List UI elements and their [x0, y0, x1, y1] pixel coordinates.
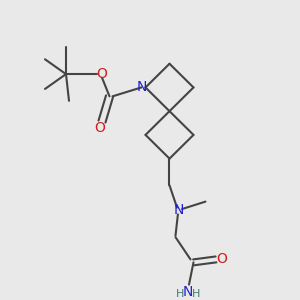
Text: O: O	[94, 121, 105, 135]
Text: O: O	[217, 252, 227, 266]
Text: N: N	[137, 80, 147, 94]
Text: N: N	[182, 285, 193, 299]
Text: O: O	[97, 67, 107, 81]
Text: H: H	[176, 289, 184, 298]
Text: N: N	[173, 203, 184, 218]
Text: H: H	[192, 289, 201, 298]
